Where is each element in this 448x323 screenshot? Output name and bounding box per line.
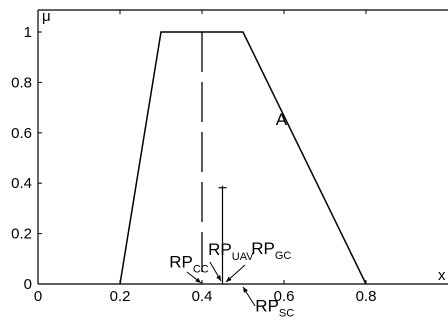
x-tick-label: 0.2: [110, 288, 131, 305]
membership-function-line: [119, 31, 367, 285]
y-axis-label: μ: [42, 8, 51, 25]
x-tick-label: 0.4: [192, 288, 213, 305]
y-tick-label: 0.8: [11, 74, 32, 91]
region-a-label: A: [276, 110, 288, 129]
rp-gc-label: RPGC: [251, 239, 291, 262]
rp-uav-label: RPUAV: [208, 240, 254, 263]
rp-cc-label: RPCC: [169, 253, 209, 276]
y-tick-label: 0: [24, 276, 32, 293]
y-tick-label: 1: [24, 24, 32, 41]
y-tick-label: 0.2: [11, 226, 32, 243]
x-tick-label: 0.6: [274, 288, 295, 305]
x-tick-label: 0: [34, 288, 42, 305]
x-axis-label: x: [438, 267, 446, 284]
rp-cc-arrow-head: [195, 277, 201, 283]
chart-marks: [119, 31, 367, 307]
y-tick-label: 0.4: [11, 175, 32, 192]
axes: [37, 9, 448, 285]
axis-ticks: 0 0.2 0.4 0.6 0.8 0 0.2 0.4 0.6 0.8 1: [11, 10, 376, 305]
x-tick-label: 0.8: [356, 288, 377, 305]
rp-gc-arrow-head: [226, 276, 232, 282]
rp-sc-label: RPSC: [255, 297, 294, 320]
rp-uav-arrow-head: [216, 275, 221, 281]
y-tick-label: 0.6: [11, 125, 32, 142]
rp-sc-arrow-head: [243, 287, 248, 293]
